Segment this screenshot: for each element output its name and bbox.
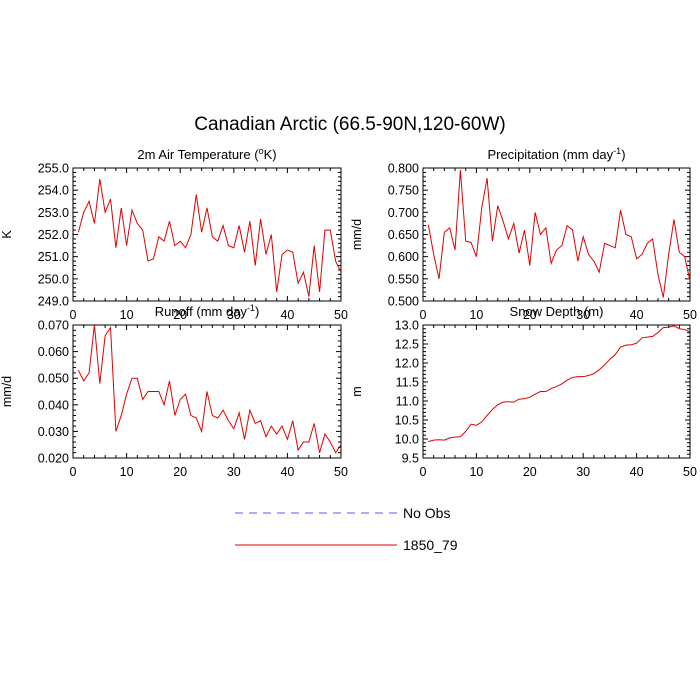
y-tick-label: 0.800 (388, 162, 419, 176)
y-axis-label: K (0, 230, 14, 239)
panel-title: 2m Air Temperature (oK) (137, 146, 276, 162)
y-tick-label: 253.0 (38, 206, 69, 220)
y-axis-label: mm/d (350, 219, 364, 250)
x-tick-label: 30 (576, 308, 590, 322)
y-tick-label: 12.5 (395, 338, 419, 352)
y-tick-label: 0.070 (38, 319, 69, 333)
panel-title: Precipitation (mm day-1) (487, 146, 625, 162)
series-line-1850-79 (77, 179, 342, 297)
y-tick-label: 0.600 (388, 250, 419, 264)
x-tick-label: 20 (523, 465, 537, 479)
y-axis-label: mm/d (0, 376, 14, 407)
figure-title: Canadian Arctic (66.5-90N,120-60W) (194, 114, 506, 135)
y-tick-label: 0.500 (388, 295, 419, 309)
x-tick-label: 50 (683, 308, 697, 322)
plot-frame (72, 324, 342, 459)
y-tick-label: 0.650 (388, 228, 419, 242)
y-tick-label: 13.0 (395, 319, 419, 333)
y-tick-label: 10.5 (395, 414, 419, 428)
x-tick-label: 10 (120, 308, 134, 322)
y-tick-label: 251.0 (38, 250, 69, 264)
panel-runoff: Runoff (mm day-1) mm/d 0 10 20 30 40 50 0.020 0.0… (0, 303, 348, 479)
y-tick-label: 0.030 (38, 425, 69, 439)
y-tick-label: 10.0 (395, 433, 419, 447)
x-tick-label: 40 (630, 465, 644, 479)
y-tick-label: 0.550 (388, 272, 419, 286)
panel-title: Runoff (mm day-1) (155, 303, 260, 319)
x-tick-label: 40 (280, 308, 294, 322)
x-tick-label: 30 (227, 465, 241, 479)
plot-frame (422, 324, 691, 459)
x-tick-label: 10 (469, 465, 483, 479)
y-tick-label: 0.750 (388, 184, 419, 198)
y-tick-label: 0.020 (38, 452, 69, 466)
y-tick-label: 11.5 (396, 376, 419, 390)
y-tick-label: 12.0 (395, 357, 419, 371)
x-tick-label: 50 (334, 465, 348, 479)
y-tick-label: 9.5 (402, 452, 419, 466)
x-tick-label: 10 (120, 465, 134, 479)
panel-air-temperature: 2m Air Temperature (oK) K 0 10 20 30 40 50 249.0… (0, 146, 348, 322)
x-tick-label: 50 (334, 308, 348, 322)
y-tick-label: 11.0 (396, 395, 419, 409)
x-tick-label: 0 (70, 465, 77, 479)
series-line-1850-79 (428, 325, 691, 443)
y-tick-label: 0.040 (38, 398, 69, 412)
legend-label-1850-79: 1850_79 (403, 537, 458, 553)
y-tick-label: 0.060 (38, 345, 69, 359)
y-tick-label: 255.0 (38, 162, 69, 176)
y-tick-label: 250.0 (38, 272, 69, 286)
legend-label-no-obs: No Obs (403, 505, 450, 521)
y-tick-label: 252.0 (38, 228, 69, 242)
x-tick-label: 50 (683, 465, 697, 479)
x-tick-label: 10 (469, 308, 483, 322)
y-tick-label: 254.0 (38, 184, 69, 198)
panel-title: Snow Depth (m) (510, 304, 604, 319)
x-tick-label: 0 (420, 308, 427, 322)
y-tick-label: 249.0 (38, 295, 69, 309)
x-tick-label: 20 (173, 465, 187, 479)
x-tick-label: 30 (227, 308, 241, 322)
panel-precipitation: Precipitation (mm day-1) mm/d 0 10 20 30 40 50 0… (350, 146, 697, 322)
x-tick-label: 30 (576, 465, 590, 479)
y-tick-label: 0.050 (38, 372, 69, 386)
x-tick-label: 0 (70, 308, 77, 322)
x-tick-label: 40 (630, 308, 644, 322)
legend: No Obs 1850_79 (235, 505, 458, 553)
y-axis-label: m (350, 386, 364, 396)
x-tick-label: 0 (420, 465, 427, 479)
series-line-1850-79 (77, 324, 342, 454)
panel-snow-depth: Snow Depth (m) m 0 10 20 30 40 50 9.5 10.0 10.5 11.… (350, 304, 697, 479)
x-tick-label: 20 (523, 308, 537, 322)
x-tick-label: 20 (173, 308, 187, 322)
series-line-1850-79 (427, 170, 691, 298)
x-tick-label: 40 (280, 465, 294, 479)
y-tick-label: 0.700 (388, 206, 419, 220)
